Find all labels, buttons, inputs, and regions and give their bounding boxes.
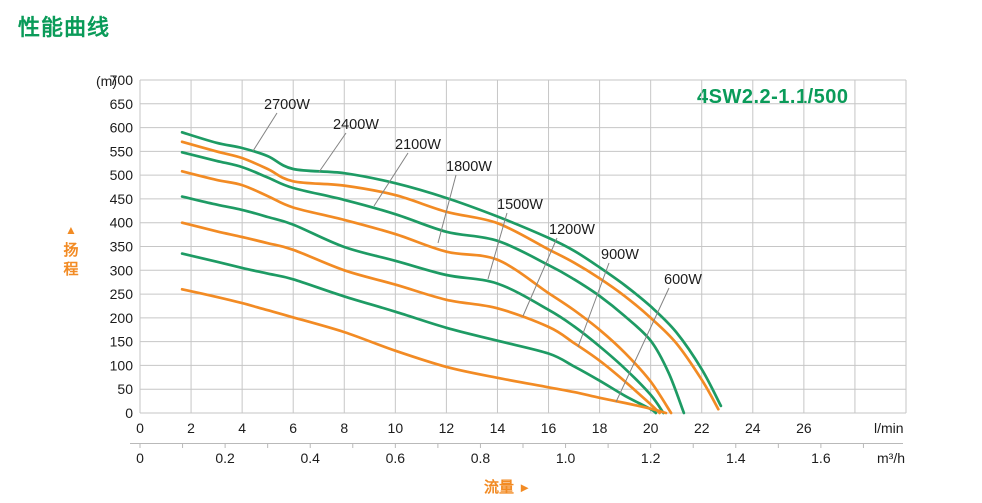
- leader-line-2400w: [318, 132, 347, 173]
- y-tick-label: 300: [110, 262, 134, 278]
- curve-600w: [180, 287, 668, 415]
- m3h-tick-label: 0.6: [386, 450, 406, 466]
- curve-label-1500w: 1500W: [497, 197, 543, 213]
- x-tick-label: 20: [643, 420, 659, 436]
- m3h-tick-label: 1.4: [726, 450, 746, 466]
- m3h-tick-label: 1.2: [641, 450, 661, 466]
- y-axis-name: 扬程: [63, 242, 79, 278]
- curve-label-2100w: 2100W: [395, 137, 441, 153]
- curve-label-2400w: 2400W: [333, 117, 379, 133]
- model-label: 4SW2.2-1.1/500: [697, 86, 849, 108]
- y-tick-label: 700: [110, 72, 134, 88]
- x-tick-label: 10: [388, 420, 404, 436]
- y-tick-label: 200: [110, 310, 134, 326]
- y-tick-label: 450: [110, 191, 134, 207]
- x-tick-label: 24: [745, 420, 761, 436]
- x-axis-label: 流量 ►: [484, 476, 531, 497]
- curve-900w: [180, 252, 658, 415]
- y-tick-label: 150: [110, 334, 134, 350]
- up-arrow-icon: ▲: [65, 223, 77, 237]
- m3h-tick-label: 0.4: [300, 450, 320, 466]
- x-tick-label: 8: [340, 420, 348, 436]
- m3h-tick-label: 0: [136, 450, 144, 466]
- x-tick-label: 16: [541, 420, 557, 436]
- curve-label-2700w: 2700W: [264, 97, 310, 113]
- x-tick-label: 22: [694, 420, 710, 436]
- x-tick-label: 26: [796, 420, 812, 436]
- curve-1800w: [180, 169, 673, 415]
- leader-line-600w: [615, 287, 670, 403]
- y-tick-label: 100: [110, 357, 134, 373]
- m3h-tick-label: 0.8: [471, 450, 491, 466]
- leader-line-1800w: [437, 174, 457, 244]
- curve-label-1200w: 1200W: [549, 222, 595, 238]
- x-tick-label: 2: [187, 420, 195, 436]
- y-tick-label: 600: [110, 120, 134, 136]
- y-tick-label: 550: [110, 143, 134, 159]
- y-tick-label: 650: [110, 96, 134, 112]
- m3h-tick-label: 1.6: [811, 450, 831, 466]
- leader-line-1200w: [522, 237, 558, 317]
- y-axis-ticks: 0 50 100 150 200 250 300 350 400 450 500 550 600 650 7…: [110, 72, 134, 421]
- x-axis-m3h-unit: m³/h: [877, 450, 905, 466]
- x-tick-label: 6: [289, 420, 297, 436]
- x-axis-m3h: 0 0.2 0.4 0.6 0.8 1.0 1.2 1.4 1.6 m³/h: [130, 443, 905, 466]
- x-tick-label: 14: [490, 420, 506, 436]
- x-axis-lmin-ticks: 0 2 4 6 8 10 12 14 16 18 20 22 24 26 l/min: [136, 420, 903, 436]
- x-axis-name: 流量: [484, 479, 515, 496]
- y-tick-label: 0: [125, 405, 133, 421]
- y-tick-label: 50: [117, 381, 133, 397]
- y-axis-label: ▲ 扬程: [61, 223, 81, 279]
- curves: [180, 130, 723, 415]
- x-tick-label: 4: [238, 420, 246, 436]
- x-tick-label: 18: [592, 420, 608, 436]
- y-tick-label: 400: [110, 215, 134, 231]
- page-title: 性能曲线: [18, 15, 111, 40]
- x-tick-label: 0: [136, 420, 144, 436]
- curve-annotations: 2700W 2400W 2100W 1800W 1500W 1200W 900W 600W: [252, 97, 702, 403]
- leader-line-2700w: [252, 112, 278, 152]
- m3h-tick-label: 0.2: [215, 450, 235, 466]
- grid: [139, 79, 907, 414]
- x-tick-label: 12: [439, 420, 455, 436]
- leader-line-1500w: [487, 212, 508, 280]
- right-arrow-icon: ►: [518, 480, 532, 495]
- curve-2400w: [180, 140, 720, 411]
- y-axis-unit: (m): [96, 73, 117, 89]
- y-tick-label: 350: [110, 239, 134, 255]
- y-tick-label: 250: [110, 286, 134, 302]
- x-axis-lmin-unit: l/min: [874, 420, 904, 436]
- curve-label-1800w: 1800W: [446, 159, 492, 175]
- curve-2700w: [180, 130, 723, 408]
- curve-label-600w: 600W: [664, 272, 702, 288]
- curve-label-900w: 900W: [601, 247, 639, 263]
- curve-2100w: [180, 150, 686, 415]
- y-tick-label: 500: [110, 167, 134, 183]
- leader-line-2100w: [373, 152, 409, 207]
- leader-line-900w: [577, 262, 610, 348]
- curve-1200w: [180, 221, 661, 415]
- m3h-tick-label: 1.0: [556, 450, 576, 466]
- curve-1500w: [180, 195, 665, 415]
